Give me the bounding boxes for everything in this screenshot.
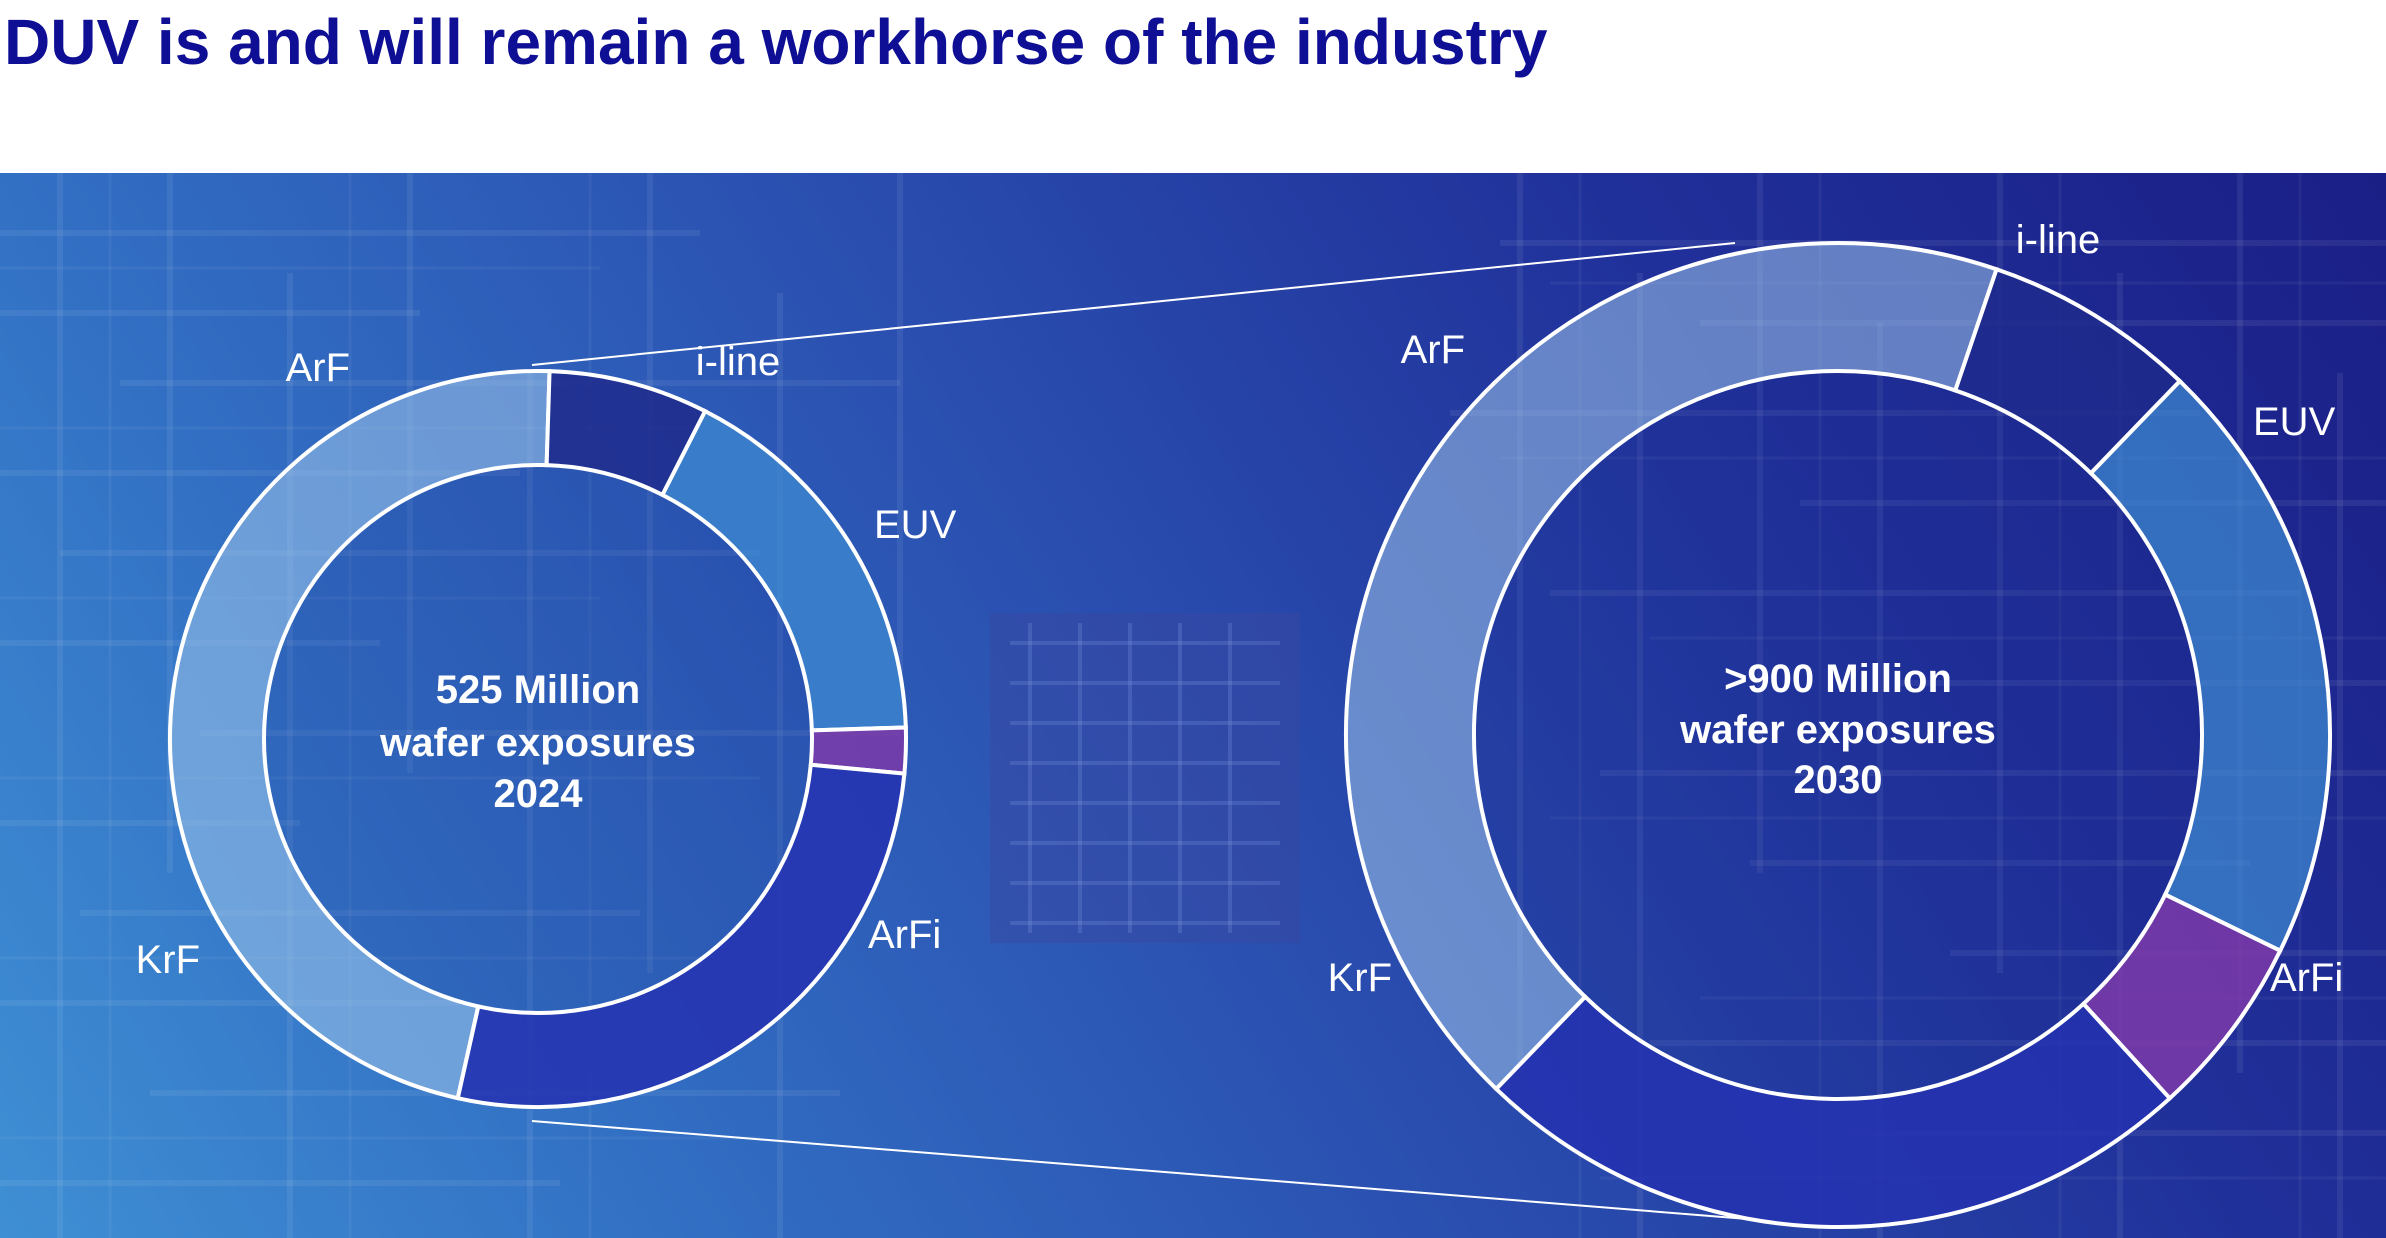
donut-segment-arf [544, 369, 708, 498]
center-text-line-2: wafer exposures [1679, 708, 1996, 752]
center-text-line-1: >900 Million [1724, 657, 1952, 701]
slide-title: DUV is and will remain a workhorse of th… [4, 6, 1548, 78]
donut-segment-arfi [1493, 994, 2173, 1229]
chip-die [990, 613, 1300, 943]
segment-label-arf: ArF [286, 346, 350, 390]
center-text-line-3: 2030 [1794, 758, 1883, 802]
center-text-line-1: 525 Million [436, 668, 641, 712]
connector-line-top [531, 242, 1736, 366]
donut-center-disc [1474, 371, 2202, 1099]
donut-segment-arf [1952, 266, 2183, 476]
segment-label-i-line: i-line [696, 340, 780, 384]
donut-chart-2030: i-line EUV ArFi KrF ArF >900 Million wafer exp… [1328, 218, 2343, 1229]
segment-label-arf: ArF [1401, 328, 1465, 372]
donut-center-disc [264, 465, 812, 1013]
segment-label-krf: KrF [1328, 956, 1392, 1000]
connector-line-bottom [531, 1120, 1761, 1221]
segment-label-arfi: ArFi [868, 913, 941, 957]
segment-label-krf: KrF [136, 938, 200, 982]
segment-label-euv: EUV [2253, 400, 2336, 444]
donut-segment-krf [167, 369, 552, 1101]
donut-segment-arfi [455, 762, 907, 1109]
segment-label-euv: EUV [874, 503, 957, 547]
donut-segment-i-line [2088, 378, 2332, 954]
segment-label-i-line: i-line [2016, 218, 2100, 262]
center-text-line-2: wafer exposures [379, 721, 696, 765]
center-text-line-3: 2024 [494, 772, 584, 816]
segment-label-arfi: ArFi [2270, 956, 2343, 1000]
donut-chart-2024: i-line EUV ArFi KrF ArF 525 Million wafer expo… [136, 340, 957, 1109]
donut-segment-krf [1344, 241, 2000, 1092]
